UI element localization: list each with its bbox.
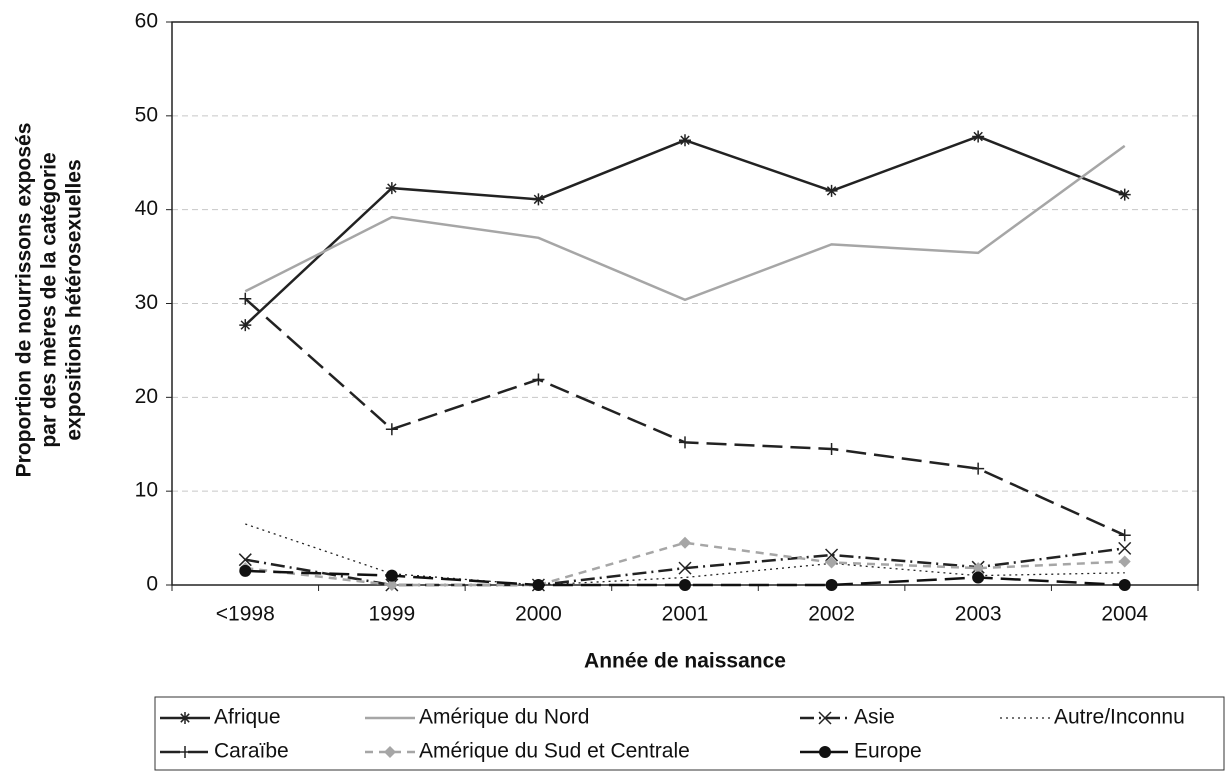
y-tick-label: 60: [135, 10, 158, 33]
x-tick-label: 2004: [1101, 603, 1148, 626]
x-tick-label: 2001: [662, 603, 709, 626]
marker: [679, 579, 691, 591]
legend-label: Amérique du Nord: [419, 706, 589, 729]
marker: [385, 579, 398, 591]
series: [239, 536, 1131, 591]
marker: [532, 373, 545, 386]
y-tick-label: 10: [135, 479, 158, 502]
series-line: [244, 144, 1126, 302]
x-tick-label: 2002: [808, 603, 855, 626]
marker: [679, 134, 691, 147]
marker: [385, 423, 398, 436]
marker: [972, 571, 985, 584]
marker: [818, 711, 832, 725]
y-axis-label: expositions hétérosexuelles: [63, 159, 86, 440]
marker: [384, 746, 396, 758]
x-axis-label: Année de naissance: [584, 650, 786, 673]
series: [239, 564, 1131, 591]
marker: [179, 746, 191, 758]
marker: [238, 553, 252, 567]
series-line: [244, 135, 1126, 326]
y-tick-label: 50: [135, 103, 158, 126]
marker: [1118, 188, 1131, 201]
marker: [819, 746, 831, 758]
y-tick-label: 0: [146, 573, 158, 596]
legend-label: Caraïbe: [214, 740, 289, 763]
legend-label: Afrique: [214, 706, 281, 729]
marker: [825, 442, 838, 455]
marker: [972, 130, 985, 143]
marker: [385, 182, 398, 195]
series-line: [245, 523, 1125, 586]
series: [239, 130, 1131, 332]
series-line: [244, 297, 1126, 537]
marker: [1118, 541, 1132, 555]
legend-label: Europe: [854, 740, 922, 763]
marker: [678, 561, 692, 575]
y-axis-label: par des mères de la catégorie: [38, 152, 61, 447]
marker: [179, 712, 191, 724]
marker: [972, 562, 985, 575]
x-tick-label: 1999: [368, 603, 415, 626]
series-line: [245, 541, 1125, 587]
marker: [825, 548, 839, 562]
marker: [1118, 529, 1131, 542]
y-axis-label: Proportion de nourrissons exposés: [13, 123, 36, 478]
x-tick-label: <1998: [216, 603, 275, 626]
marker: [825, 184, 838, 197]
marker: [239, 292, 252, 305]
legend-box: [154, 696, 1225, 771]
marker: [1118, 555, 1131, 568]
marker: [825, 556, 838, 569]
x-tick-label: 2000: [515, 603, 562, 626]
series: [244, 144, 1126, 302]
series: [245, 523, 1125, 586]
y-tick-label: 30: [135, 291, 158, 314]
x-tick-label: 2003: [955, 603, 1002, 626]
y-tick-label: 20: [135, 385, 158, 408]
marker: [825, 579, 838, 591]
marker: [972, 462, 985, 475]
series: [239, 292, 1131, 542]
marker: [679, 436, 691, 449]
legend-label: Amérique du Sud et Centrale: [419, 740, 690, 763]
marker: [532, 193, 545, 206]
legend-label: Asie: [854, 706, 895, 729]
legend-label: Autre/Inconnu: [1054, 706, 1185, 729]
marker: [239, 564, 252, 577]
marker: [1118, 579, 1131, 591]
marker: [679, 536, 691, 549]
marker: [239, 319, 252, 332]
marker: [532, 579, 545, 591]
marker: [385, 569, 398, 582]
y-tick-label: 40: [135, 197, 158, 220]
